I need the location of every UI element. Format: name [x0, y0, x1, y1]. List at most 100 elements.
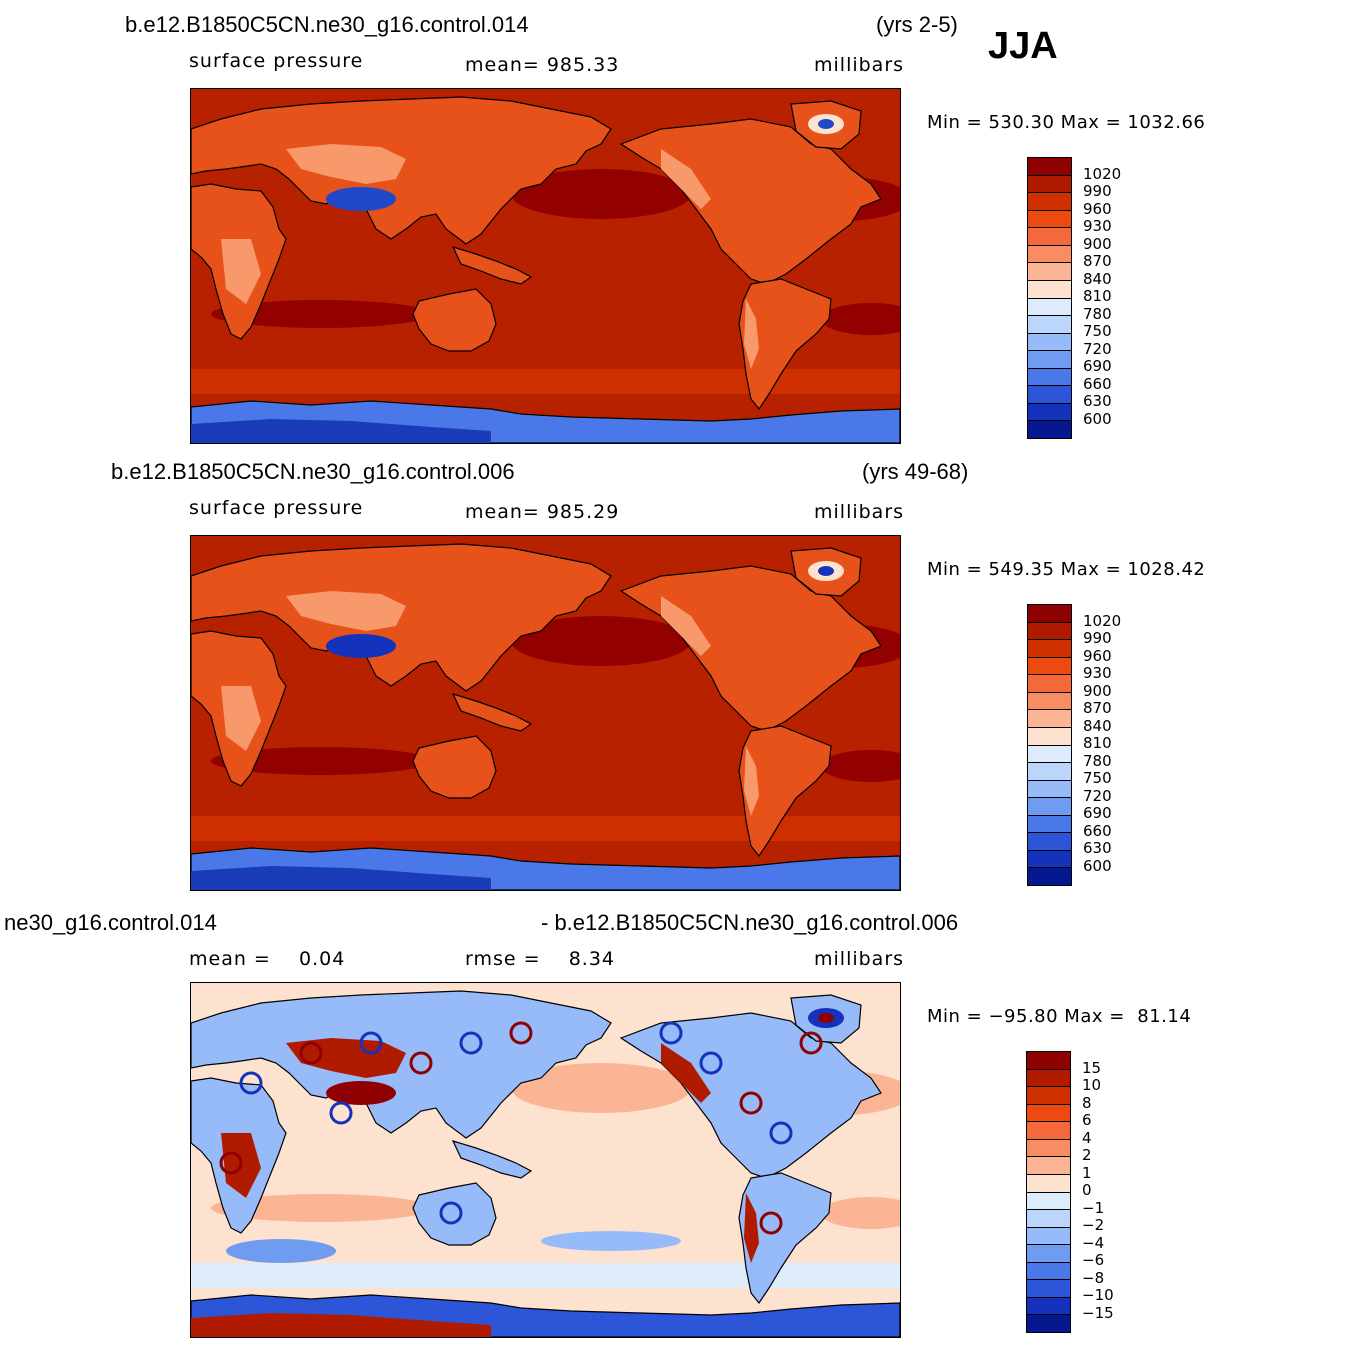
colorbar-swatch	[1028, 745, 1071, 764]
land-australia	[412, 735, 497, 799]
difference-anomaly	[439, 1201, 463, 1225]
difference-anomaly	[659, 1021, 683, 1045]
colorbar-swatch	[1028, 386, 1071, 404]
colorbar-label: 990	[1083, 629, 1112, 647]
panel1-colorbar	[1027, 157, 1072, 439]
colorbar-swatch	[1028, 403, 1071, 422]
colorbar-swatch	[1028, 351, 1071, 369]
difference-anomaly	[799, 1031, 823, 1055]
colorbar-label: 780	[1083, 751, 1112, 770]
colorbar-label: 6	[1082, 1111, 1092, 1129]
ocean-high-south-atlantic	[821, 1197, 900, 1229]
land-eurasia	[191, 543, 612, 692]
colorbar-label: 900	[1083, 681, 1112, 700]
colorbar-swatch	[1028, 815, 1071, 834]
ocean-band	[191, 816, 900, 841]
colorbar-label: 1020	[1083, 611, 1122, 630]
highland-andes	[744, 299, 759, 369]
colorbar-swatch	[1028, 710, 1071, 728]
colorbar-swatch	[1028, 368, 1071, 387]
plateau-tibet	[326, 634, 396, 658]
colorbar-label: 1	[1082, 1163, 1092, 1182]
highland-andes	[744, 746, 759, 816]
colorbar-swatch	[1028, 675, 1071, 693]
colorbar-label: 960	[1083, 646, 1112, 665]
difference-anomaly	[459, 1031, 483, 1055]
colorbar-swatch	[1027, 1192, 1070, 1211]
colorbar-label: 930	[1083, 217, 1112, 235]
difference-anomaly	[509, 1021, 533, 1045]
land-seasia	[451, 246, 533, 285]
colorbar-label: −2	[1082, 1216, 1105, 1234]
colorbar-swatch	[1027, 1122, 1070, 1140]
colorbar-label: 870	[1083, 699, 1112, 717]
colorbar-label: 8	[1082, 1093, 1092, 1112]
colorbar-swatch	[1028, 798, 1071, 816]
colorbar-label: 750	[1083, 769, 1112, 787]
plateau-tibet	[326, 1081, 396, 1105]
colorbar-label: −1	[1082, 1198, 1105, 1217]
ocean-high-south-atlantic	[821, 750, 900, 782]
colorbar-swatch	[1028, 850, 1071, 869]
difference-anomaly	[409, 1051, 433, 1075]
colorbar-swatch	[1027, 1052, 1070, 1070]
colorbar-label: 690	[1083, 804, 1112, 822]
greenland-core	[818, 1013, 834, 1023]
colorbar-swatch	[1027, 1297, 1070, 1316]
highland-andes	[744, 1193, 759, 1263]
difference-anomaly	[329, 1101, 353, 1125]
panel3-mean-label: mean = 0.04	[189, 948, 346, 970]
ocean-high-pacific	[511, 1063, 691, 1113]
colorbar-label: 960	[1083, 199, 1112, 218]
panel1-map	[190, 88, 901, 444]
difference-anomaly	[299, 1041, 323, 1065]
colorbar-label: −10	[1082, 1286, 1114, 1304]
panel1-years: (yrs 2-5)	[876, 12, 958, 37]
land-eurasia	[191, 990, 612, 1139]
colorbar-label: 930	[1083, 664, 1112, 682]
colorbar-swatch	[1028, 210, 1071, 229]
colorbar-swatch	[1028, 692, 1071, 711]
colorbar-label: 780	[1083, 304, 1112, 323]
difference-anomaly	[239, 1071, 263, 1095]
colorbar-label: −15	[1082, 1303, 1114, 1322]
colorbar-swatch	[1027, 1174, 1070, 1193]
panel3-minmax: Min = −95.80 Max = 81.14	[927, 1006, 1192, 1027]
colorbar-label: 900	[1083, 234, 1112, 253]
colorbar-swatch	[1027, 1227, 1070, 1246]
colorbar-label: 630	[1083, 392, 1112, 410]
plateau-tibet	[326, 187, 396, 211]
highland-rockies	[661, 596, 711, 656]
antarctic-interior	[191, 419, 491, 443]
colorbar-label: 1020	[1083, 164, 1122, 183]
colorbar-swatch	[1027, 1262, 1070, 1281]
highland-rockies	[661, 1043, 711, 1103]
colorbar-swatch	[1028, 333, 1071, 352]
difference-anomaly	[699, 1051, 723, 1075]
colorbar-label: 840	[1083, 269, 1112, 288]
land-namerica	[619, 118, 882, 285]
difference-anomaly	[359, 1031, 383, 1055]
highland-africa	[221, 686, 261, 751]
colorbar-label: 720	[1083, 786, 1112, 805]
colorbar-swatch	[1028, 640, 1071, 658]
antarctic-interior	[191, 1313, 491, 1337]
difference-anomaly	[759, 1211, 783, 1235]
colorbar-label: 660	[1083, 821, 1112, 840]
colorbar-label: −8	[1082, 1268, 1105, 1287]
panel3-years: - b.e12.B1850C5CN.ne30_g16.control.006	[541, 910, 959, 935]
difference-anomaly	[769, 1121, 793, 1145]
greenland-core	[818, 119, 834, 129]
colorbar-label: 870	[1083, 252, 1112, 270]
panel2-colorbar	[1027, 604, 1072, 886]
highland-asia	[286, 1038, 406, 1078]
land-samerica	[738, 725, 832, 858]
land-namerica	[619, 1012, 882, 1179]
greenland-core	[818, 566, 834, 576]
panel3-case-title: ne30_g16.control.014	[4, 910, 217, 935]
panel2-case-title: b.e12.B1850C5CN.ne30_g16.control.006	[111, 459, 515, 484]
panel3-map	[190, 982, 901, 1338]
colorbar-label: 0	[1082, 1181, 1092, 1199]
colorbar-swatch	[1027, 1104, 1070, 1123]
panel3-rmse-label: rmse = 8.34	[465, 948, 615, 970]
